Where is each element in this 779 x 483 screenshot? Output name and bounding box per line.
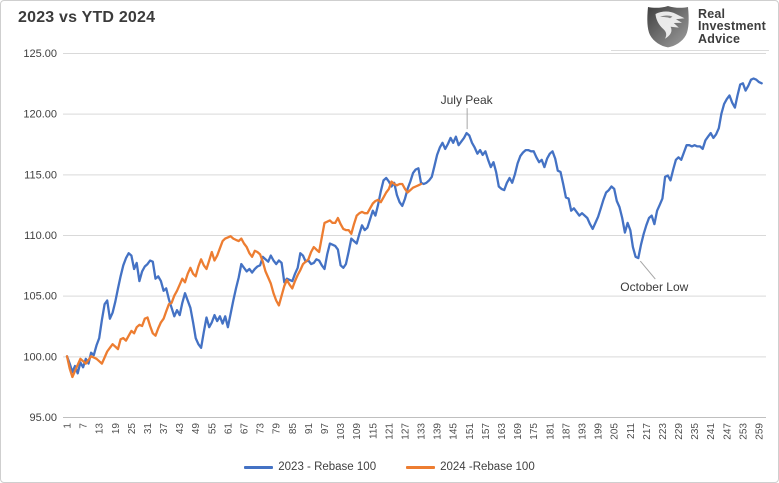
x-tick-label: 13 <box>95 423 106 435</box>
annotation-july-peak: July Peak <box>441 93 494 130</box>
legend-swatch-2024-line <box>406 465 436 469</box>
logo-divider <box>611 50 769 51</box>
annotation-label: July Peak <box>441 93 494 107</box>
legend-label-2023: 2023 - Rebase 100 <box>278 461 377 473</box>
x-tick-label: 55 <box>207 423 218 435</box>
x-tick-label: 223 <box>658 423 669 440</box>
x-tick-label: 139 <box>433 423 444 440</box>
x-tick-label: 253 <box>738 423 749 440</box>
x-tick-label: 187 <box>561 423 572 440</box>
x-tick-label: 7 <box>79 423 90 429</box>
brand-word-investment: Investment <box>698 19 766 34</box>
x-tick-label: 163 <box>497 423 508 440</box>
x-tick-label: 205 <box>610 423 621 440</box>
x-tick-label: 181 <box>545 423 556 440</box>
x-tick-label: 25 <box>127 423 138 435</box>
x-tick-label: 115 <box>368 423 379 439</box>
x-tick-label: 1 <box>63 423 74 429</box>
x-tick-label: 229 <box>674 423 685 440</box>
brand-word-advice: Advice <box>698 31 741 46</box>
x-tick-label: 169 <box>513 423 524 440</box>
x-tick-label: 37 <box>159 423 170 435</box>
legend-swatch-2023-line <box>244 465 274 469</box>
x-tick-label: 85 <box>288 423 299 435</box>
x-tick-label: 241 <box>706 423 717 440</box>
x-tick-label: 247 <box>722 423 733 440</box>
x-tick-label: 211 <box>626 423 637 439</box>
x-tick-label: 103 <box>336 423 347 440</box>
gridlines <box>63 53 766 418</box>
series-line-2023 <box>65 77 763 375</box>
y-tick-label: 100.00 <box>23 351 57 363</box>
legend-item-2023: 2023 - Rebase 100 <box>244 461 376 473</box>
brand-word-real: Real <box>698 6 726 21</box>
y-axis-labels: 95.00 100.00 105.00 110.00 115.00 120.00 125.0… <box>23 48 57 424</box>
x-tick-label: 151 <box>465 423 476 440</box>
chart-legend: 2023 - Rebase 100 2024 -Rebase 100 <box>1 461 778 473</box>
x-tick-label: 61 <box>223 423 234 435</box>
x-tick-label: 217 <box>642 423 653 440</box>
series-line-2024 <box>65 180 423 379</box>
y-tick-label: 110.00 <box>24 230 57 242</box>
y-tick-label: 120.00 <box>23 109 57 121</box>
x-axis-labels: 1 7 13 19 25 31 37 43 49 55 61 67 73 79 85 91 97 103 109 11… <box>63 423 766 440</box>
eagle-icon <box>646 5 690 48</box>
x-tick-label: 133 <box>417 423 428 440</box>
x-tick-label: 175 <box>529 423 540 440</box>
x-tick-label: 31 <box>143 423 154 435</box>
x-tick-label: 91 <box>304 423 315 435</box>
x-tick-label: 19 <box>111 423 122 435</box>
x-tick-label: 157 <box>481 423 492 440</box>
x-tick-label: 67 <box>240 423 251 435</box>
annotation-label: October Low <box>620 280 688 294</box>
x-tick-label: 97 <box>320 423 331 435</box>
x-tick-label: 127 <box>400 423 411 440</box>
x-tick-label: 79 <box>272 423 283 435</box>
x-tick-label: 235 <box>690 423 701 440</box>
brand-logo: Real Investment Advice <box>646 5 766 48</box>
x-tick-label: 259 <box>755 423 766 440</box>
brand-logo-text: Real Investment Advice <box>698 8 766 46</box>
x-tick-label: 73 <box>256 423 267 435</box>
legend-item-2024: 2024 -Rebase 100 <box>406 461 535 473</box>
x-tick-label: 199 <box>594 423 605 440</box>
x-tick-label: 43 <box>175 423 186 435</box>
y-tick-label: 95.00 <box>29 412 57 424</box>
x-tick-label: 121 <box>384 423 395 440</box>
x-tick-label: 193 <box>577 423 588 440</box>
x-tick-label: 145 <box>449 423 460 440</box>
y-tick-label: 105.00 <box>23 291 57 303</box>
annotation-october-low: October Low <box>620 260 689 294</box>
legend-label-2024: 2024 -Rebase 100 <box>440 461 535 473</box>
x-tick-label: 109 <box>352 423 363 440</box>
y-tick-label: 125.00 <box>23 48 57 60</box>
chart-title: 2023 vs YTD 2024 <box>18 9 156 26</box>
annotation-leader-line <box>639 260 656 280</box>
y-tick-label: 115.00 <box>24 169 57 181</box>
x-tick-label: 49 <box>191 423 202 435</box>
